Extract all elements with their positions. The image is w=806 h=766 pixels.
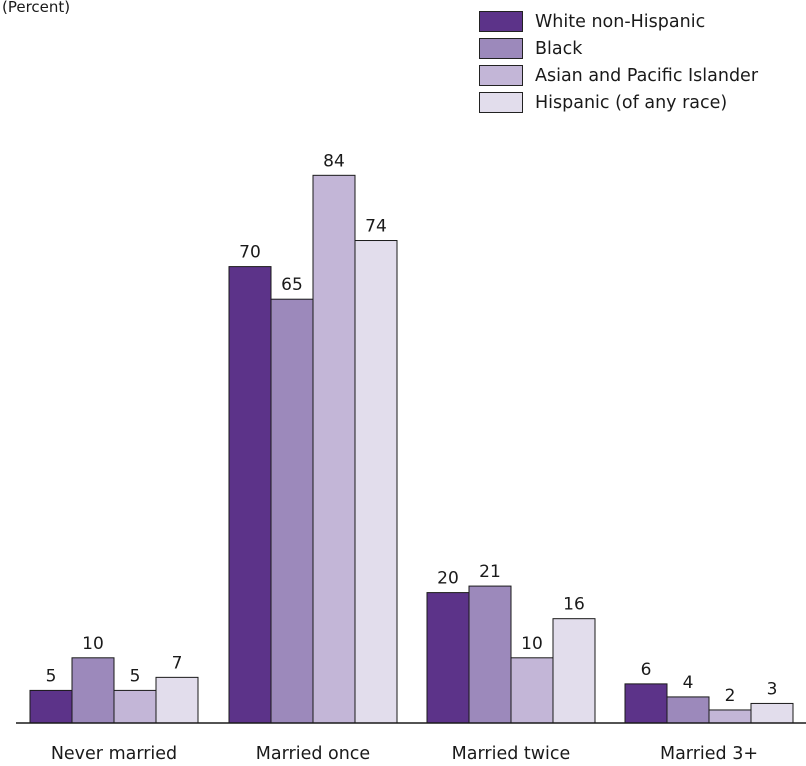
category-label: Never married <box>51 744 177 764</box>
bar-never-married-hispanic-of-any-race <box>155 676 199 724</box>
bar-married-3-white-non-hispanic <box>624 683 668 724</box>
legend-label: Asian and Pacific Islander <box>535 65 759 86</box>
bar-never-married-white-non-hispanic <box>29 689 73 724</box>
data-label: 5 <box>130 666 141 686</box>
legend-item-white-non-hispanic: White non-Hispanic <box>479 8 758 35</box>
bar-married-3-asian-and-pacific-islander <box>708 709 752 724</box>
bar-married-twice-white-non-hispanic <box>426 592 470 724</box>
bar-married-once-asian-and-pacific-islander <box>312 174 356 724</box>
category-label: Married twice <box>452 744 571 764</box>
data-label: 6 <box>641 660 652 680</box>
category-label: Married once <box>256 744 370 764</box>
data-label: 7 <box>172 653 183 673</box>
bar-married-3-black <box>666 696 710 724</box>
data-label: 10 <box>82 634 104 654</box>
bar-married-twice-asian-and-pacific-islander <box>510 657 554 724</box>
legend-item-black: Black <box>479 35 758 62</box>
bar-never-married-black <box>71 657 115 724</box>
legend-label: Hispanic (of any race) <box>535 92 728 113</box>
data-label: 20 <box>437 569 459 589</box>
data-label: 74 <box>365 217 387 237</box>
legend-item-hispanic: Hispanic (of any race) <box>479 89 758 116</box>
legend-label: Black <box>535 38 583 59</box>
legend-swatch <box>479 65 523 86</box>
bar-married-once-hispanic-of-any-race <box>354 240 398 724</box>
legend-swatch <box>479 92 523 113</box>
bar-never-married-asian-and-pacific-islander <box>113 689 157 724</box>
bar-married-twice-black <box>468 585 512 724</box>
unit-label: (Percent) <box>2 0 71 16</box>
bar-married-twice-hispanic-of-any-race <box>552 618 596 724</box>
legend-label: White non-Hispanic <box>535 11 706 32</box>
data-label: 84 <box>323 151 345 171</box>
data-label: 10 <box>521 634 543 654</box>
bar-married-once-white-non-hispanic <box>228 266 272 724</box>
data-label: 4 <box>683 673 694 693</box>
data-label: 21 <box>479 562 501 582</box>
legend-swatch <box>479 11 523 32</box>
legend: White non-Hispanic Black Asian and Pacif… <box>479 8 758 116</box>
data-label: 3 <box>767 679 778 699</box>
data-label: 16 <box>563 595 585 615</box>
data-label: 2 <box>725 686 736 706</box>
data-label: 70 <box>239 243 261 263</box>
bar-married-once-black <box>270 298 314 724</box>
data-label: 5 <box>46 666 57 686</box>
data-label: 65 <box>281 275 303 295</box>
category-label: Married 3+ <box>660 744 758 764</box>
legend-swatch <box>479 38 523 59</box>
bar-married-3-hispanic-of-any-race <box>750 702 794 724</box>
legend-item-asian-pacific-islander: Asian and Pacific Islander <box>479 62 758 89</box>
